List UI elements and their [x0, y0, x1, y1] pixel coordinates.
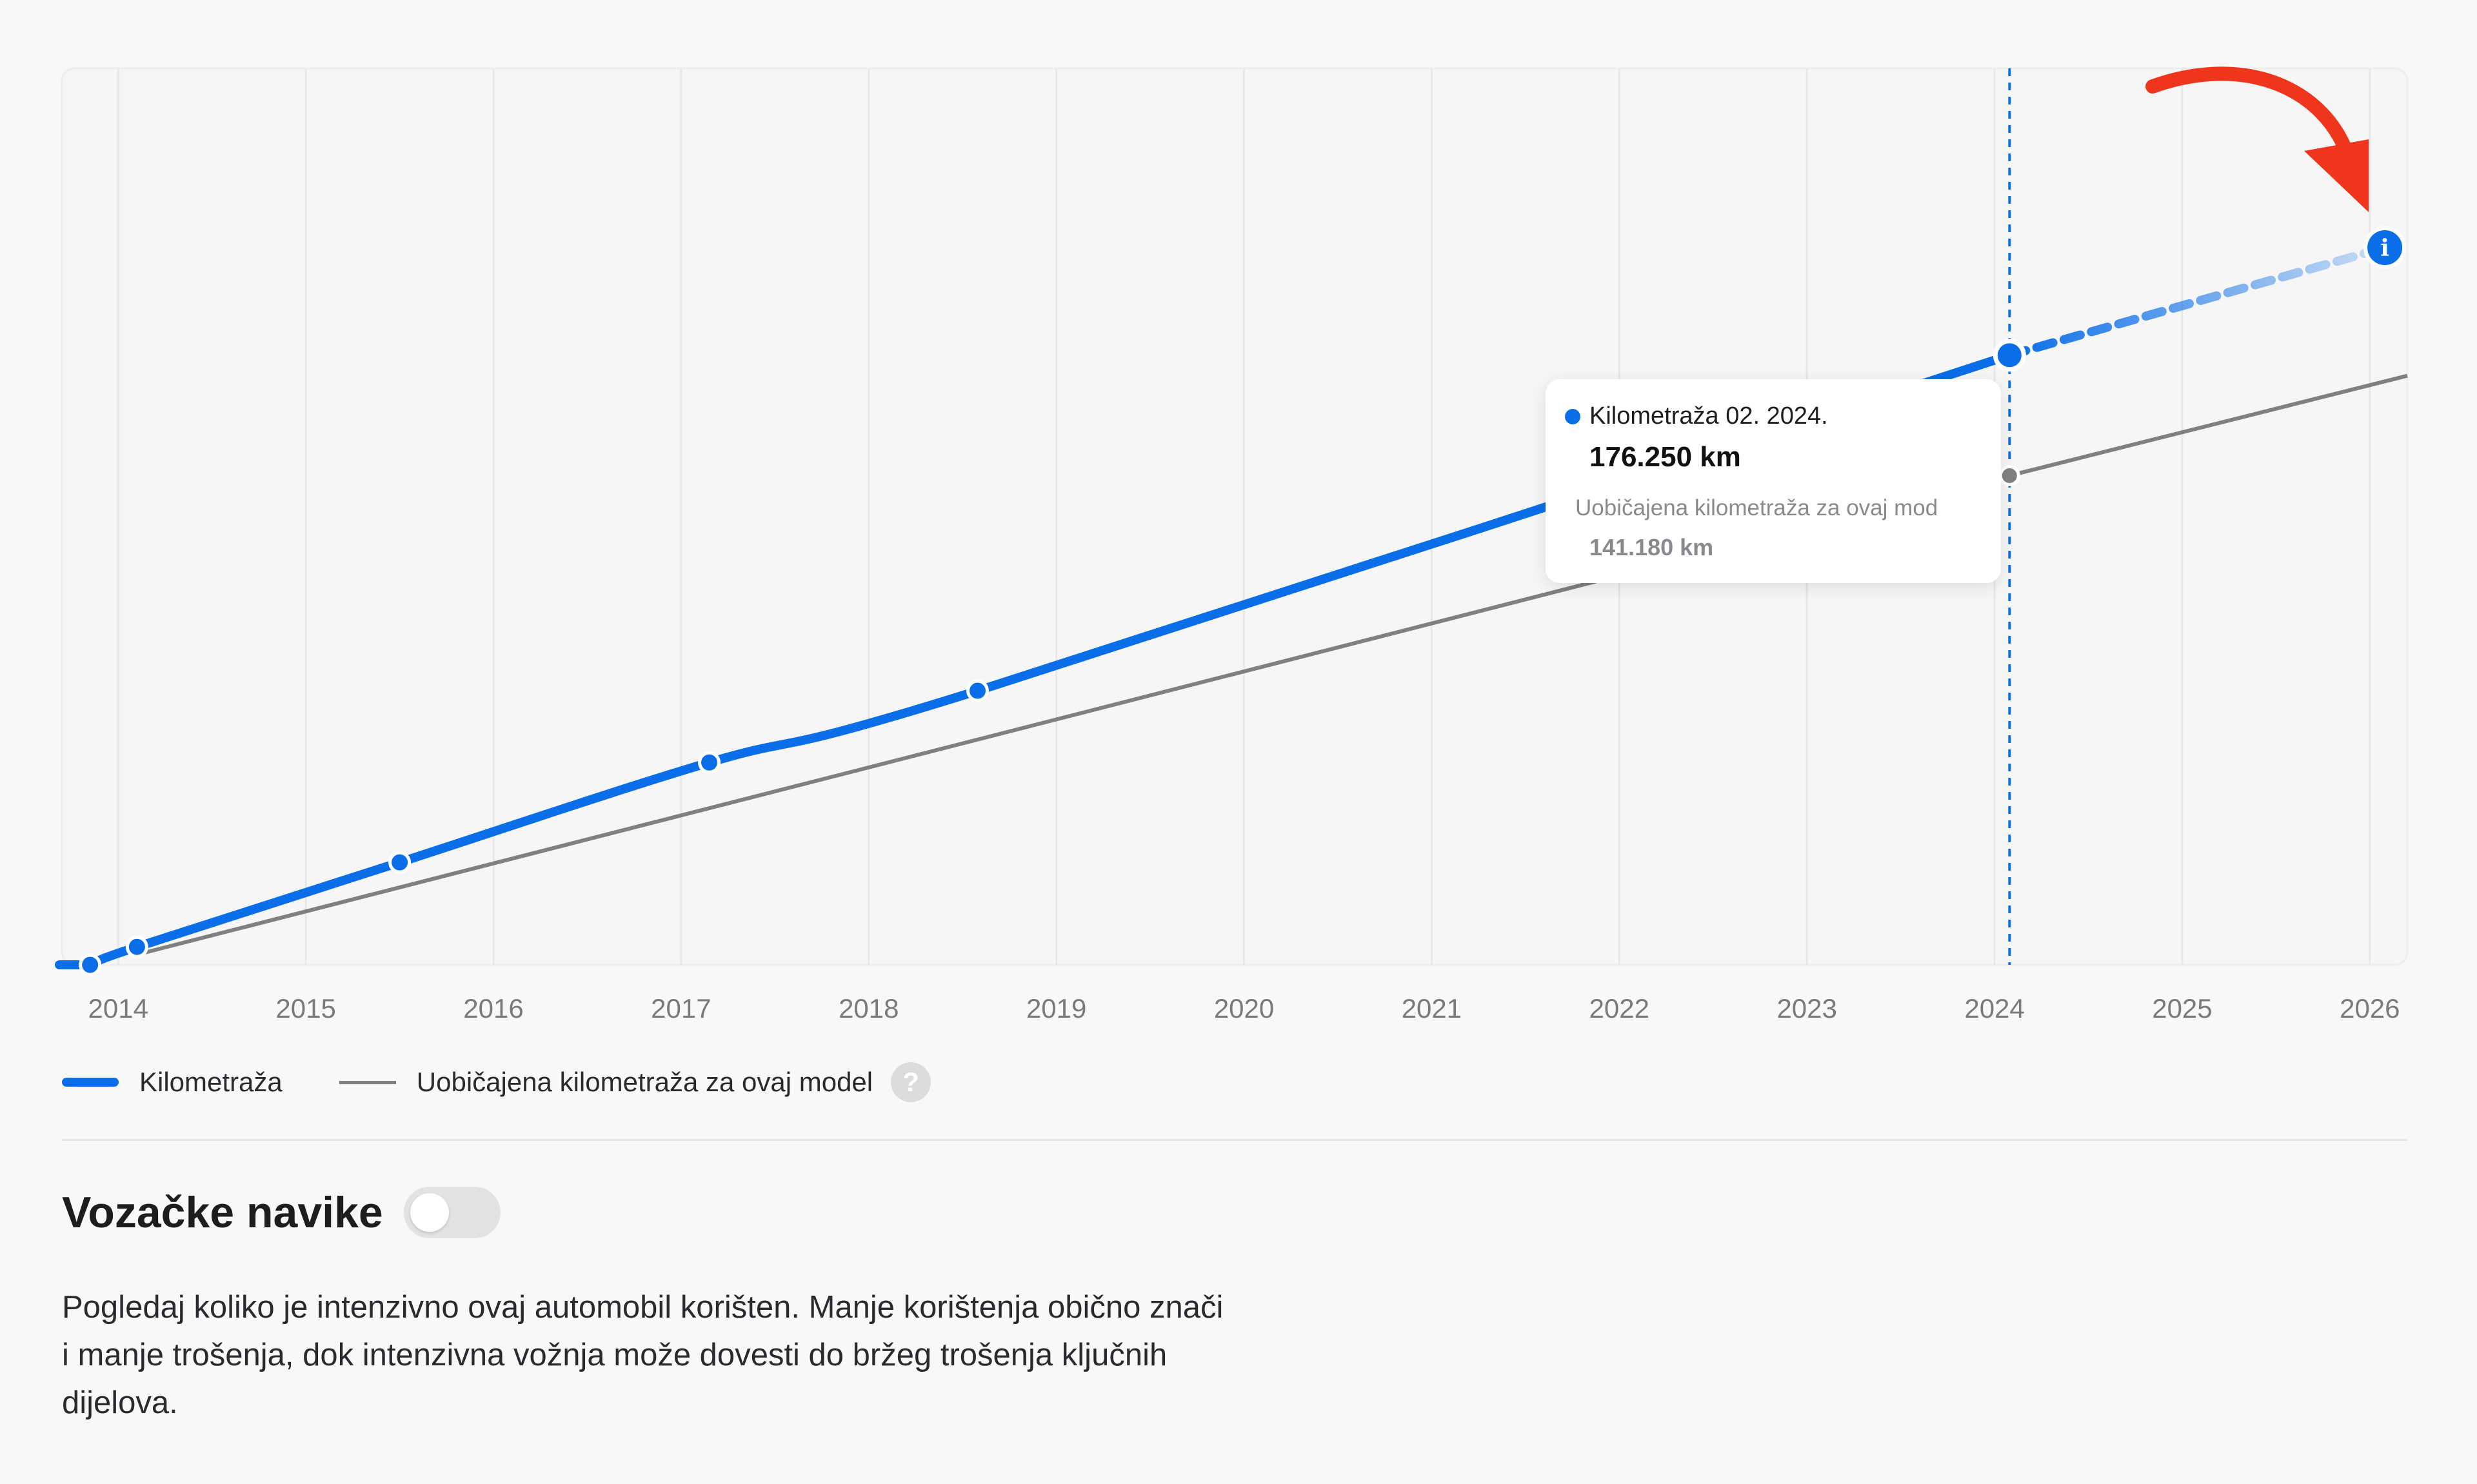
info-icon[interactable]: i	[2363, 226, 2407, 269]
x-tick-label-2015: 2015	[275, 993, 335, 1024]
mileage-point-1	[125, 935, 148, 958]
annotation-arrow-icon	[2145, 66, 2369, 212]
x-tick-label-2021: 2021	[1402, 993, 1462, 1024]
typical-mileage-point-current	[1998, 464, 2020, 486]
driving-habits-toggle[interactable]	[403, 1187, 501, 1238]
x-tick-label-2016: 2016	[463, 993, 523, 1024]
tooltip-mileage-value: 176.250 km	[1589, 441, 1741, 473]
toggle-knob	[410, 1193, 449, 1232]
legend-swatch-typical	[339, 1080, 396, 1084]
x-tick-label-2014: 2014	[88, 993, 148, 1024]
help-icon[interactable]: ?	[891, 1062, 931, 1102]
section-description: Pogledaj koliko je intenzivno ovaj autom…	[62, 1290, 1224, 1420]
chart-tooltip: Kilometraža 02. 2024. 176.250 km Uobičaj…	[1546, 379, 2001, 583]
x-tick-label-2020: 2020	[1214, 993, 1274, 1024]
x-tick-label-2018: 2018	[839, 993, 899, 1024]
chart-legend: Kilometraža Uobičajena kilometraža za ov…	[62, 1061, 931, 1103]
x-tick-label-2019: 2019	[1026, 993, 1086, 1024]
tooltip-title: Kilometraža 02. 2024.	[1589, 402, 1828, 430]
mileage-point-2	[388, 851, 412, 874]
legend-swatch-mileage	[62, 1078, 119, 1087]
mileage-point-4	[966, 679, 989, 702]
tooltip-series-dot	[1565, 408, 1580, 424]
x-tick-label-2017: 2017	[651, 993, 711, 1024]
mileage-point-current	[1993, 339, 2026, 372]
mileage-point-3	[698, 751, 721, 774]
chart-plot-area	[61, 67, 2409, 966]
legend-label-typical: Uobičajena kilometraža za ovaj model	[416, 1067, 873, 1097]
x-tick-label-2024: 2024	[1964, 993, 2024, 1024]
x-tick-label-2022: 2022	[1589, 993, 1649, 1024]
legend-label-mileage: Kilometraža	[139, 1067, 283, 1097]
mileage-chart: 2014 2015 2016 2017 2018 2019 2020 2021 2022 2023…	[55, 66, 2409, 1024]
x-tick-label-2025: 2025	[2152, 993, 2212, 1024]
driving-habits-header: Vozačke navike	[62, 1183, 501, 1242]
section-divider	[62, 1139, 2407, 1141]
mileage-projection-line	[2005, 243, 2390, 360]
svg-text:i: i	[2380, 235, 2389, 262]
mileage-point-0	[79, 953, 102, 976]
x-tick-label-2026: 2026	[2340, 993, 2400, 1024]
mileage-line	[55, 350, 2014, 969]
x-tick-label-2023: 2023	[1776, 993, 1836, 1024]
section-title: Vozačke navike	[62, 1188, 383, 1237]
tooltip-typical-value: 141.180 km	[1589, 534, 1714, 560]
tooltip-typical-label: Uobičajena kilometraža za ovaj mod	[1575, 495, 1938, 520]
